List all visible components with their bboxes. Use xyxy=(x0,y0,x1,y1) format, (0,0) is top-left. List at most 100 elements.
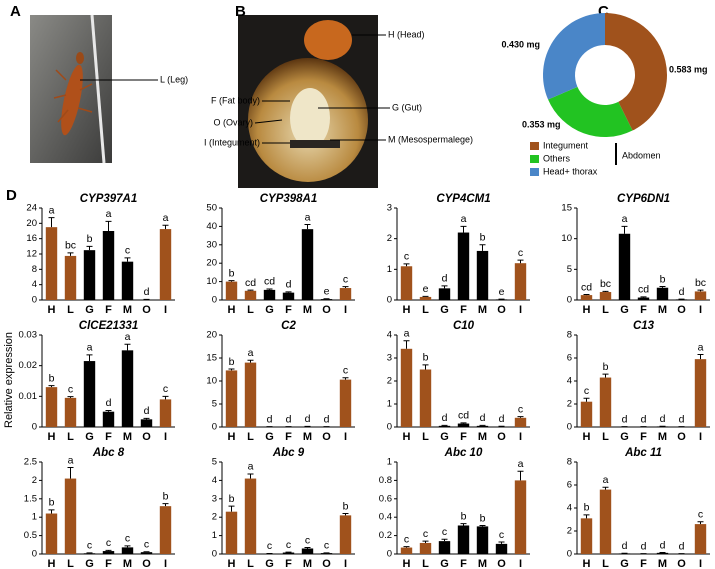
bar xyxy=(400,348,413,427)
significance-letter: b xyxy=(423,352,429,364)
x-tick-label: M xyxy=(123,558,132,569)
significance-letter: b xyxy=(229,493,235,505)
x-tick-label: G xyxy=(265,304,274,316)
x-tick-label: M xyxy=(478,431,487,443)
error-bar xyxy=(162,395,169,400)
significance-letter: c xyxy=(518,403,523,415)
significance-letter: cd xyxy=(458,410,469,422)
significance-letter: d xyxy=(286,413,292,425)
x-tick-label: L xyxy=(602,431,609,443)
y-tick-label: 2 xyxy=(567,526,572,537)
significance-letter: a xyxy=(518,458,524,470)
chart-title: Abc 9 xyxy=(272,447,305,459)
bar xyxy=(64,397,77,427)
y-tick-label: 20 xyxy=(26,218,37,229)
y-tick-label: 1.5 xyxy=(24,493,37,504)
significance-letter: a xyxy=(49,204,55,216)
y-tick-label: 12 xyxy=(26,249,37,260)
error-bar xyxy=(621,225,628,234)
legend-swatch xyxy=(530,155,539,163)
bar xyxy=(457,232,470,300)
photo-a xyxy=(30,14,158,164)
y-tick-label: 0 xyxy=(32,422,37,433)
value-label: 0.583 mg xyxy=(669,64,708,74)
x-tick-label: I xyxy=(699,558,702,569)
y-tick-label: 8 xyxy=(32,264,37,275)
error-bar xyxy=(517,259,524,264)
y-tick-label: 0.8 xyxy=(379,475,392,486)
significance-letter: d xyxy=(679,540,685,552)
bar xyxy=(102,551,115,554)
legend-swatch xyxy=(530,168,539,176)
bar xyxy=(675,299,688,300)
x-tick-label: I xyxy=(164,304,167,316)
bar xyxy=(400,547,413,554)
error-bar xyxy=(266,288,273,290)
y-tick-label: 0.2 xyxy=(379,530,392,541)
x-tick-label: H xyxy=(403,431,411,443)
y-tick-label: 3 xyxy=(387,203,392,214)
significance-letter: d xyxy=(622,540,628,552)
photo-label: F (Fat body) xyxy=(211,95,260,105)
error-bar xyxy=(583,397,590,402)
error-bar xyxy=(228,505,235,512)
significance-letter: d xyxy=(305,413,311,425)
significance-letter: d xyxy=(442,412,448,424)
value-label: 0.353 mg xyxy=(522,119,561,129)
y-tick-label: 0.4 xyxy=(379,512,392,523)
x-tick-label: I xyxy=(164,431,167,443)
error-bar xyxy=(105,549,112,552)
significance-letter: c xyxy=(87,540,92,552)
y-tick-label: 1 xyxy=(387,457,392,468)
bar xyxy=(121,350,134,427)
error-bar xyxy=(697,354,704,360)
bar xyxy=(476,526,489,554)
x-tick-label: M xyxy=(123,304,132,316)
significance-letter: c xyxy=(144,539,149,551)
x-tick-label: O xyxy=(677,431,686,443)
error-bar xyxy=(422,540,429,543)
y-axis-label: Relative expression xyxy=(3,332,15,428)
x-tick-label: L xyxy=(67,558,74,569)
significance-letter: b xyxy=(87,233,93,245)
y-tick-label: 8 xyxy=(567,457,572,468)
bar xyxy=(476,250,489,300)
error-bar xyxy=(498,541,505,544)
bar xyxy=(301,548,314,554)
x-tick-label: F xyxy=(285,558,292,569)
significance-letter: a xyxy=(87,342,93,354)
bar xyxy=(225,281,238,300)
significance-letter: b xyxy=(584,502,590,514)
photo-label: O (Ovary) xyxy=(214,117,254,127)
bar xyxy=(45,227,58,300)
significance-letter: cd xyxy=(264,276,275,288)
bar xyxy=(83,361,96,427)
bar xyxy=(580,295,593,300)
significance-letter: c xyxy=(584,385,589,397)
bar xyxy=(244,362,257,427)
bar xyxy=(599,292,612,300)
y-tick-label: 1 xyxy=(32,512,37,523)
error-bar xyxy=(441,538,448,542)
significance-letter: a xyxy=(305,211,311,223)
significance-letter: d xyxy=(679,286,685,298)
x-tick-label: O xyxy=(677,304,686,316)
x-tick-label: F xyxy=(640,431,647,443)
x-tick-label: H xyxy=(583,304,591,316)
bar xyxy=(159,229,172,300)
x-tick-label: O xyxy=(322,558,331,569)
significance-letter: d xyxy=(679,413,685,425)
x-tick-label: L xyxy=(602,558,609,569)
bar xyxy=(514,417,527,427)
bar xyxy=(694,359,707,427)
chart-title: C2 xyxy=(281,320,296,332)
y-tick-label: 0 xyxy=(567,422,572,433)
error-bar xyxy=(86,354,93,362)
error-bar xyxy=(422,295,429,297)
bar xyxy=(225,511,238,554)
y-tick-label: 50 xyxy=(206,203,217,214)
x-tick-label: M xyxy=(303,431,312,443)
bar xyxy=(637,297,650,300)
donut-slice xyxy=(548,86,633,137)
bar xyxy=(339,288,352,300)
